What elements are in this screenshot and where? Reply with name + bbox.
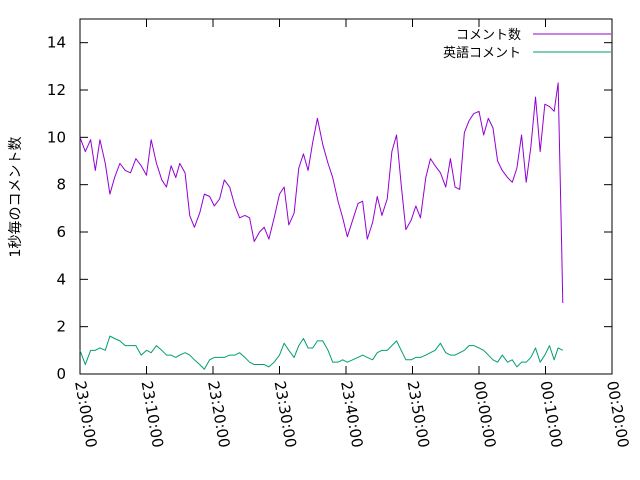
y-tick-label: 12 [47, 81, 66, 99]
series-layer [79, 82, 564, 370]
plot-area [79, 18, 613, 375]
axes-layer: 0 2 4 6 8 10 12 14 23:00:00 23:10:00 23:20:00 23:30… [47, 19, 632, 449]
x-tick-label: 23:30:00 [271, 380, 300, 449]
legend-label-2: 英語コメント [443, 45, 521, 61]
y-axis-label: 1秒毎のコメント数 [8, 137, 24, 258]
series-line-2 [79, 335, 564, 370]
y-tick-label: 2 [56, 318, 66, 336]
x-tick-label: 23:00:00 [71, 380, 100, 449]
x-tick-label: 00:00:00 [470, 380, 499, 449]
plot-border [79, 18, 613, 375]
legend-label-1: コメント数 [456, 28, 521, 43]
x-tick-label: 00:10:00 [537, 380, 566, 449]
x-tick-label: 00:20:00 [603, 380, 632, 449]
x-tick-label: 23:20:00 [204, 380, 233, 449]
y-tick-label: 8 [56, 176, 66, 194]
x-tick-label: 23:50:00 [404, 380, 433, 449]
y-tick-label: 14 [47, 34, 66, 52]
y-tick-label: 0 [56, 365, 66, 383]
y-tick-label: 6 [56, 223, 66, 241]
x-tick-label: 23:10:00 [138, 380, 167, 449]
x-tick-label: 23:40:00 [337, 380, 366, 449]
series-line-1 [79, 82, 564, 304]
y-tick-label: 4 [56, 270, 66, 288]
y-tick-label: 10 [47, 128, 66, 146]
